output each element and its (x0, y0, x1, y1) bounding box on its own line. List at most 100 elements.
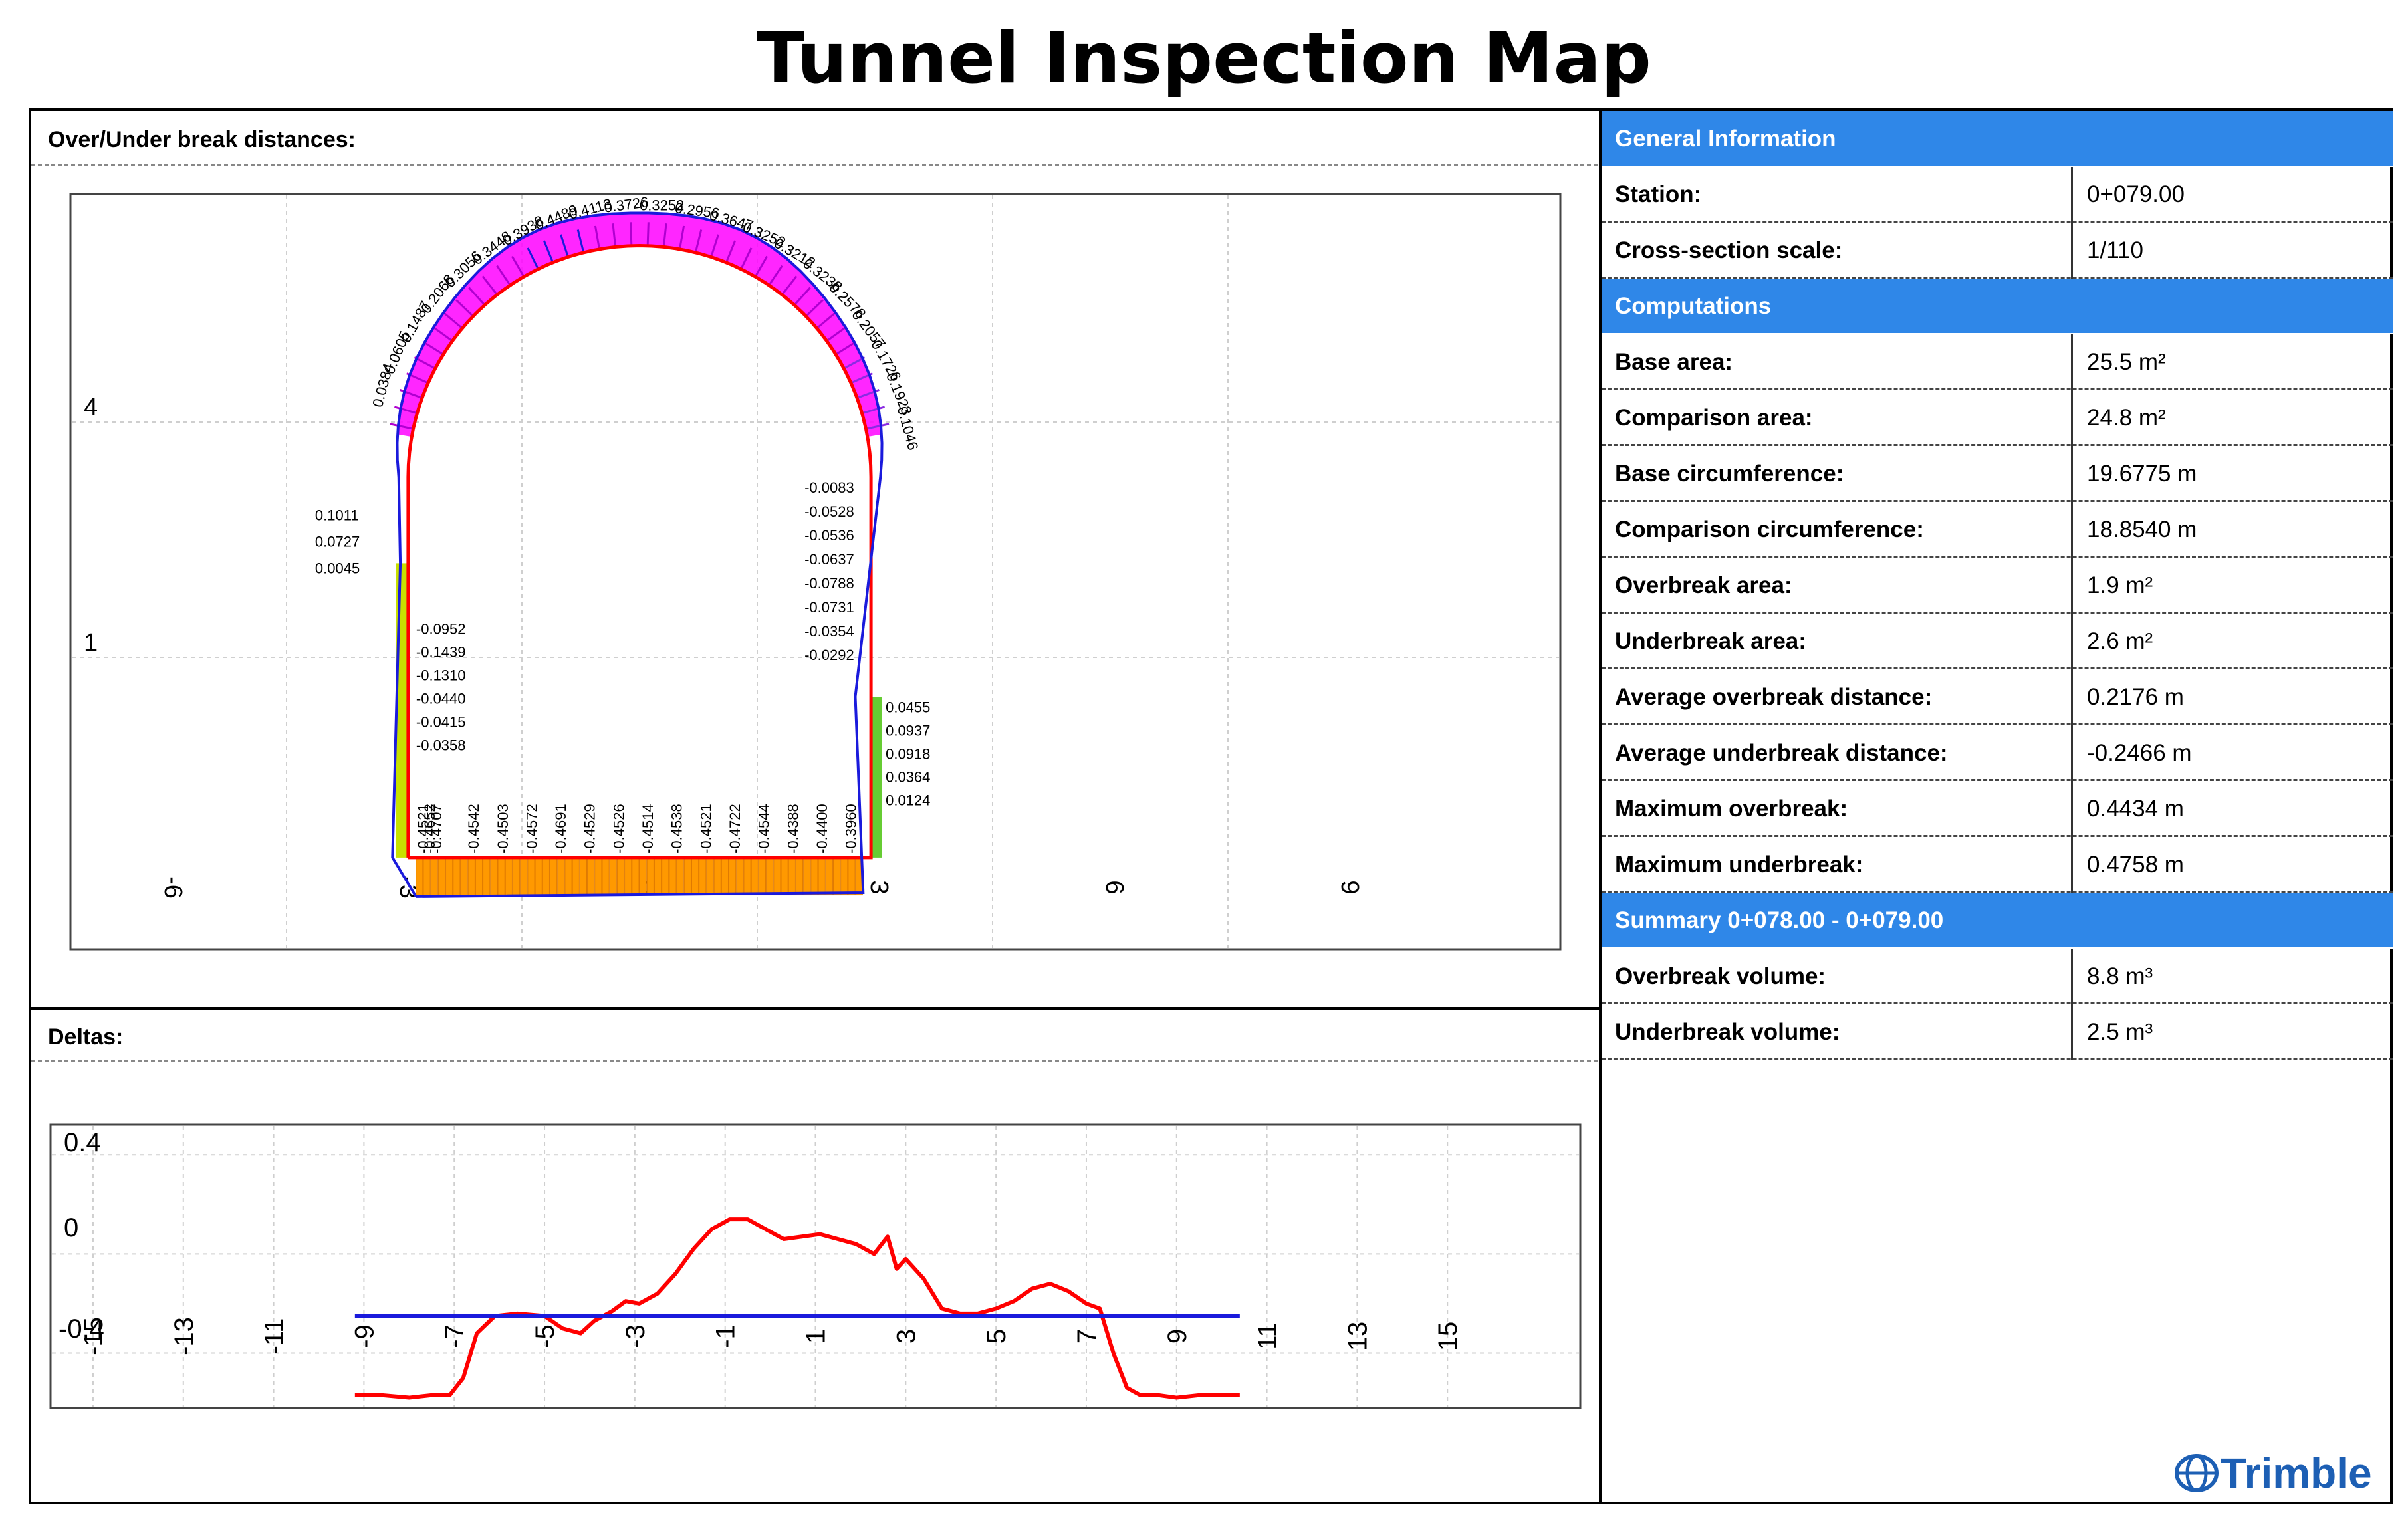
row-value: -0.2466 m (2087, 740, 2192, 766)
underbreak-floor-bar (416, 857, 423, 896)
row-value: 24.8 m² (2087, 405, 2166, 431)
average-underbreak-row: Average underbreak distance: -0.2466 m (1602, 725, 2393, 781)
x-tick-label: 1 (802, 1329, 831, 1344)
row-label: Cross-section scale: (1615, 237, 1843, 263)
underbreak-floor-bar (527, 857, 535, 896)
floor-distance-label: -0.4691 (552, 804, 569, 854)
overbreak-spoke (678, 225, 685, 250)
overbreak-spoke (576, 229, 585, 253)
x-tick-label: 9 (1163, 1329, 1192, 1344)
underbreak-floor-bar (743, 857, 751, 896)
underbreak-floor-bar (490, 857, 498, 896)
underbreak-floor-bar (781, 857, 788, 896)
underbreak-floor-bar (736, 857, 744, 896)
overbreak-spoke (432, 326, 453, 342)
cell-separator (2071, 837, 2073, 893)
overbreak-area-row: Overbreak area: 1.9 m² (1602, 558, 2393, 614)
underbreak-floor-bar (616, 857, 625, 896)
underbreak-floor-bar (699, 857, 707, 896)
x-tick-label: -6 (159, 876, 187, 899)
left-wall-distance-label: 0.0727 (315, 534, 360, 550)
header-label: General Information (1615, 126, 1836, 152)
floor-distance-label: -0.4707 (428, 804, 445, 854)
underbreak-floor-bar (840, 857, 848, 896)
row-value: 1/110 (2087, 237, 2143, 263)
x-tick-label: -9 (350, 1324, 379, 1348)
underbreak-floor-bar (795, 857, 804, 896)
x-tick-label: 3 (865, 880, 893, 894)
floor-distance-label: -0.4521 (415, 804, 431, 854)
underbreak-floor-bar (512, 857, 521, 896)
floor-distance-label: -0.4526 (610, 804, 627, 854)
underbreak-floor-bar (430, 857, 438, 896)
overbreak-spoke (594, 225, 601, 250)
underbreak-floor-bar (475, 857, 483, 896)
underbreak-floor-bar (497, 857, 505, 896)
row-label: Comparison circumference: (1615, 517, 1924, 542)
row-value: 0+079.00 (2087, 181, 2185, 207)
overbreak-spoke (843, 356, 866, 370)
report-frame (29, 108, 2393, 1504)
comparison-circumference-row: Comparison circumference: 18.8540 m (1602, 502, 2393, 558)
x-tick-label: 6 (1100, 880, 1128, 894)
y-tick-label: 4 (84, 394, 98, 421)
x-tick-label: 3 (892, 1329, 921, 1344)
x-tick-label: -5 (531, 1324, 560, 1348)
row-value: 2.6 m² (2087, 628, 2153, 654)
underbreak-floor-bar (848, 857, 856, 896)
overbreak-spoke (826, 326, 847, 342)
underbreak-floor-bar (721, 857, 729, 896)
underbreak-floor-bar (706, 857, 714, 896)
deltas-section-title: Deltas: (48, 1024, 124, 1050)
cross-section-chart: -6-303697410.10460.19230.17260.20570.257… (69, 193, 1562, 951)
maximum-underbreak-row: Maximum underbreak: 0.4758 m (1602, 837, 2393, 893)
row-label: Station: (1615, 181, 1702, 207)
x-tick-label: -1 (711, 1324, 741, 1348)
cell-separator (2071, 614, 2073, 669)
underbreak-floor-bar (773, 857, 781, 896)
maximum-overbreak-row: Maximum overbreak: 0.4434 m (1602, 781, 2393, 837)
underbreak-floor-bar (542, 857, 550, 896)
underbreak-floor-bar (572, 857, 580, 896)
overbreak-spoke (710, 234, 719, 258)
row-value: 0.4434 m (2087, 796, 2184, 822)
left-wall-distance-label: -0.0440 (416, 691, 466, 707)
underbreak-floor-bar (818, 857, 826, 896)
floor-distance-label: -0.4652 (421, 804, 438, 854)
overbreak-section-title: Over/Under break distances: (48, 127, 356, 152)
underbreak-floor-bar (639, 857, 647, 896)
overbreak-spoke (394, 406, 418, 415)
overbreak-spoke (527, 247, 539, 270)
x-tick-label: 7 (1072, 1329, 1102, 1344)
row-label: Base circumference: (1615, 461, 1844, 487)
row-label: Overbreak volume: (1615, 963, 1826, 989)
row-value: 19.6775 m (2087, 461, 2197, 487)
row-label: Average overbreak distance: (1615, 684, 1933, 710)
underbreak-floor-bar (713, 857, 721, 896)
cell-separator (2071, 390, 2073, 446)
arch-distance-label: 0.3252 (640, 197, 684, 213)
row-label: Maximum underbreak: (1615, 852, 1864, 878)
left-wall-distance-label: -0.1439 (416, 644, 466, 661)
overbreak-spoke (781, 275, 798, 296)
cell-separator (2071, 1004, 2073, 1060)
right-wall-distance-label: -0.0731 (804, 599, 854, 616)
x-tick-label: -13 (170, 1317, 199, 1355)
underbreak-floor-bar (445, 857, 453, 896)
underbreak-area-row: Underbreak area: 2.6 m² (1602, 614, 2393, 669)
overbreak-spoke (455, 299, 474, 317)
overbreak-spoke (662, 223, 667, 247)
underbreak-floor-bar (594, 857, 602, 896)
overbreak-spoke (390, 423, 414, 430)
deltas-chart: -15 -13 -11 -9 -7 -5 -3 -1 1 3 5 7 9 11 13 150.40-0.4 (49, 1123, 1582, 1409)
column-divider (1599, 110, 1602, 1503)
underbreak-floor-bar (453, 857, 461, 896)
overbreak-spoke (612, 223, 617, 247)
floor-distance-label: -0.4514 (640, 804, 656, 854)
row-label: Underbreak volume: (1615, 1019, 1840, 1045)
cell-separator (2071, 446, 2073, 502)
underbreak-floor-bar (564, 857, 572, 896)
overbreak-spoke (511, 255, 525, 277)
summary-header: Summary 0+078.00 - 0+079.00 (1602, 893, 2393, 949)
overbreak-spoke (496, 265, 511, 286)
